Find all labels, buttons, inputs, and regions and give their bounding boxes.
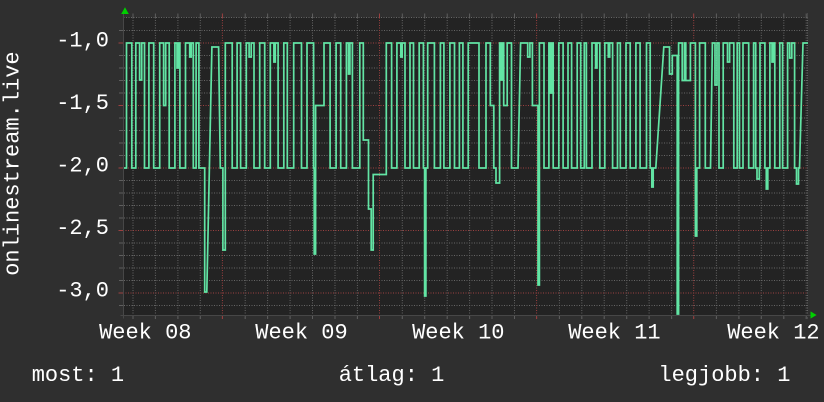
- svg-text:most: 1: most: 1: [32, 363, 124, 388]
- svg-text:Week 12: Week 12: [727, 321, 819, 346]
- svg-text:onlinestream.live: onlinestream.live: [1, 51, 26, 275]
- svg-text:-2,5: -2,5: [56, 216, 109, 241]
- svg-text:-3,0: -3,0: [56, 279, 109, 304]
- svg-text:átlag: 1: átlag: 1: [339, 363, 445, 388]
- svg-text:-1,5: -1,5: [56, 91, 109, 116]
- svg-text:-2,0: -2,0: [56, 154, 109, 179]
- svg-text:Week 09: Week 09: [255, 321, 347, 346]
- svg-text:Week 11: Week 11: [568, 321, 660, 346]
- svg-text:Week 10: Week 10: [412, 321, 504, 346]
- svg-text:legjobb: 1: legjobb: 1: [658, 363, 790, 388]
- svg-text:-1,0: -1,0: [56, 29, 109, 54]
- svg-text:Week 08: Week 08: [99, 321, 191, 346]
